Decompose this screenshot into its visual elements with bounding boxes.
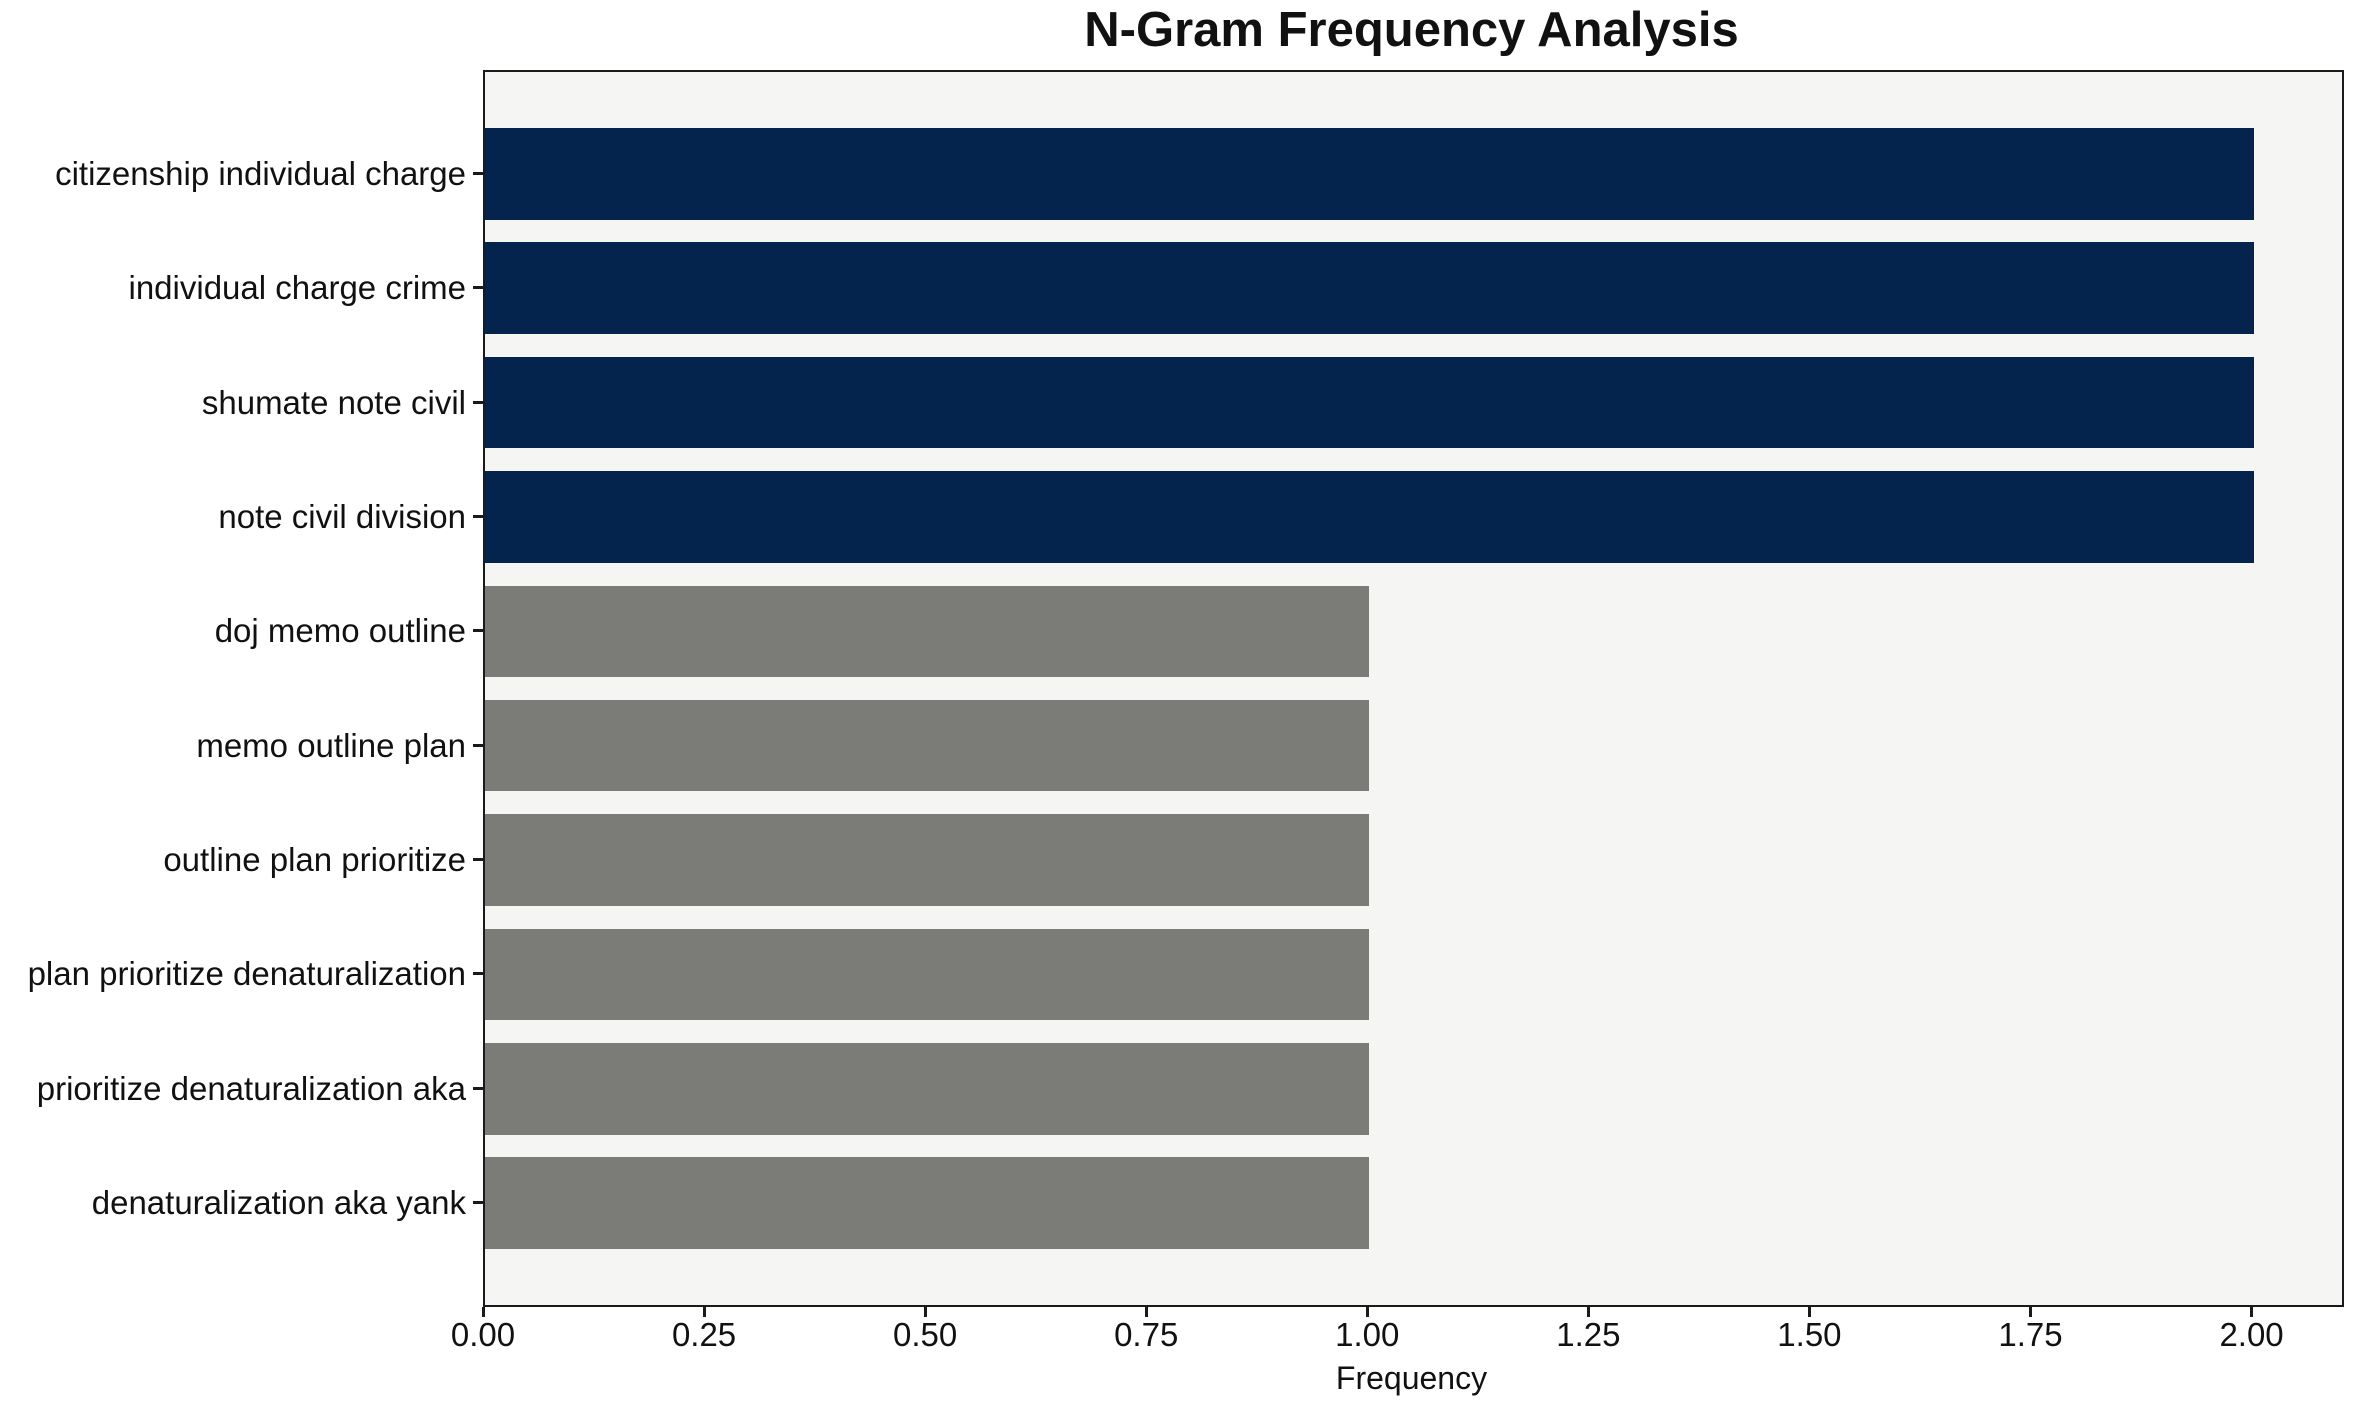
x-tick-mark: [1365, 1307, 1369, 1317]
x-axis-title: Frequency: [1335, 1360, 1488, 1396]
plot-area: [483, 70, 2344, 1307]
x-tick-label: 1.00: [1335, 1316, 1400, 1353]
bar: [485, 128, 2254, 220]
bar: [485, 242, 2254, 334]
y-tick-mark: [473, 1086, 483, 1090]
bar: [485, 1043, 1370, 1135]
bar: [485, 699, 1370, 792]
x-tick-mark: [1144, 1307, 1148, 1317]
y-tick-label: plan prioritize denaturalization: [27, 955, 466, 993]
y-tick-mark: [473, 972, 483, 976]
y-tick-label: memo outline plan: [196, 726, 466, 764]
y-tick-label: prioritize denaturalization aka: [36, 1069, 466, 1107]
chart-title: N-Gram Frequency Analysis: [1084, 3, 1739, 57]
x-tick-label: 1.50: [1777, 1316, 1842, 1353]
x-tick-mark: [1807, 1307, 1811, 1317]
y-tick-mark: [473, 286, 483, 290]
x-tick-mark: [923, 1307, 927, 1317]
bar: [485, 585, 1370, 678]
x-tick-mark: [2250, 1307, 2254, 1317]
bar: [485, 356, 2254, 449]
y-tick-mark: [473, 743, 483, 747]
y-tick-label: shumate note civil: [201, 383, 466, 421]
x-tick-mark: [1586, 1307, 1590, 1317]
y-tick-mark: [473, 1201, 483, 1205]
y-tick-label: outline plan prioritize: [163, 841, 466, 879]
x-tick-label: 0.50: [893, 1316, 958, 1353]
y-tick-label: denaturalization aka yank: [91, 1184, 466, 1222]
y-tick-mark: [473, 514, 483, 518]
y-tick-label: individual charge crime: [128, 269, 467, 307]
y-tick-mark: [473, 171, 483, 175]
y-tick-mark: [473, 400, 483, 404]
x-tick-label: 2.00: [2219, 1316, 2284, 1353]
bar: [485, 928, 1370, 1021]
x-tick-mark: [702, 1307, 706, 1317]
y-tick-label: citizenship individual charge: [55, 154, 466, 192]
x-tick-label: 1.75: [1998, 1316, 2063, 1353]
x-tick-mark: [481, 1307, 485, 1317]
y-tick-label: note civil division: [218, 497, 466, 535]
y-tick-label: doj memo outline: [214, 612, 466, 650]
bar: [485, 471, 2254, 563]
x-tick-label: 0.25: [671, 1316, 737, 1353]
x-tick-label: 1.25: [1556, 1316, 1621, 1353]
y-tick-mark: [473, 858, 483, 862]
y-tick-mark: [473, 629, 483, 633]
x-tick-label: 0.00: [450, 1316, 516, 1353]
bar: [485, 814, 1370, 906]
x-tick-label: 0.75: [1114, 1316, 1179, 1353]
bar: [485, 1157, 1370, 1249]
x-tick-mark: [2029, 1307, 2032, 1317]
